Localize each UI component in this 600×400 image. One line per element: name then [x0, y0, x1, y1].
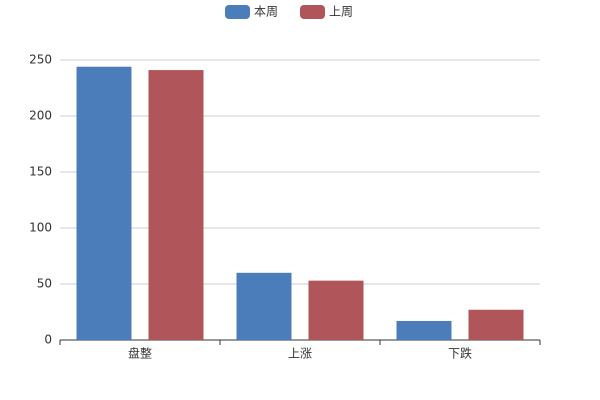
y-tick-label: 100	[29, 221, 52, 235]
y-tick-label: 200	[29, 109, 52, 123]
bar	[236, 272, 292, 340]
y-tick-label: 0	[44, 333, 52, 347]
bar	[396, 320, 452, 340]
legend-swatch[interactable]	[300, 5, 325, 19]
bar	[76, 66, 132, 340]
bar	[468, 309, 524, 340]
legend-label[interactable]: 上周	[329, 5, 353, 19]
x-tick-label: 盘整	[128, 346, 152, 361]
y-tick-label: 250	[29, 53, 52, 67]
y-tick-label: 150	[29, 165, 52, 179]
x-tick-label: 下跌	[448, 346, 472, 361]
bar	[308, 280, 364, 340]
bar	[148, 70, 204, 340]
legend-label[interactable]: 本周	[254, 5, 278, 19]
legend-swatch[interactable]	[225, 5, 250, 19]
y-tick-label: 50	[37, 277, 52, 291]
x-tick-label: 上涨	[288, 346, 312, 361]
